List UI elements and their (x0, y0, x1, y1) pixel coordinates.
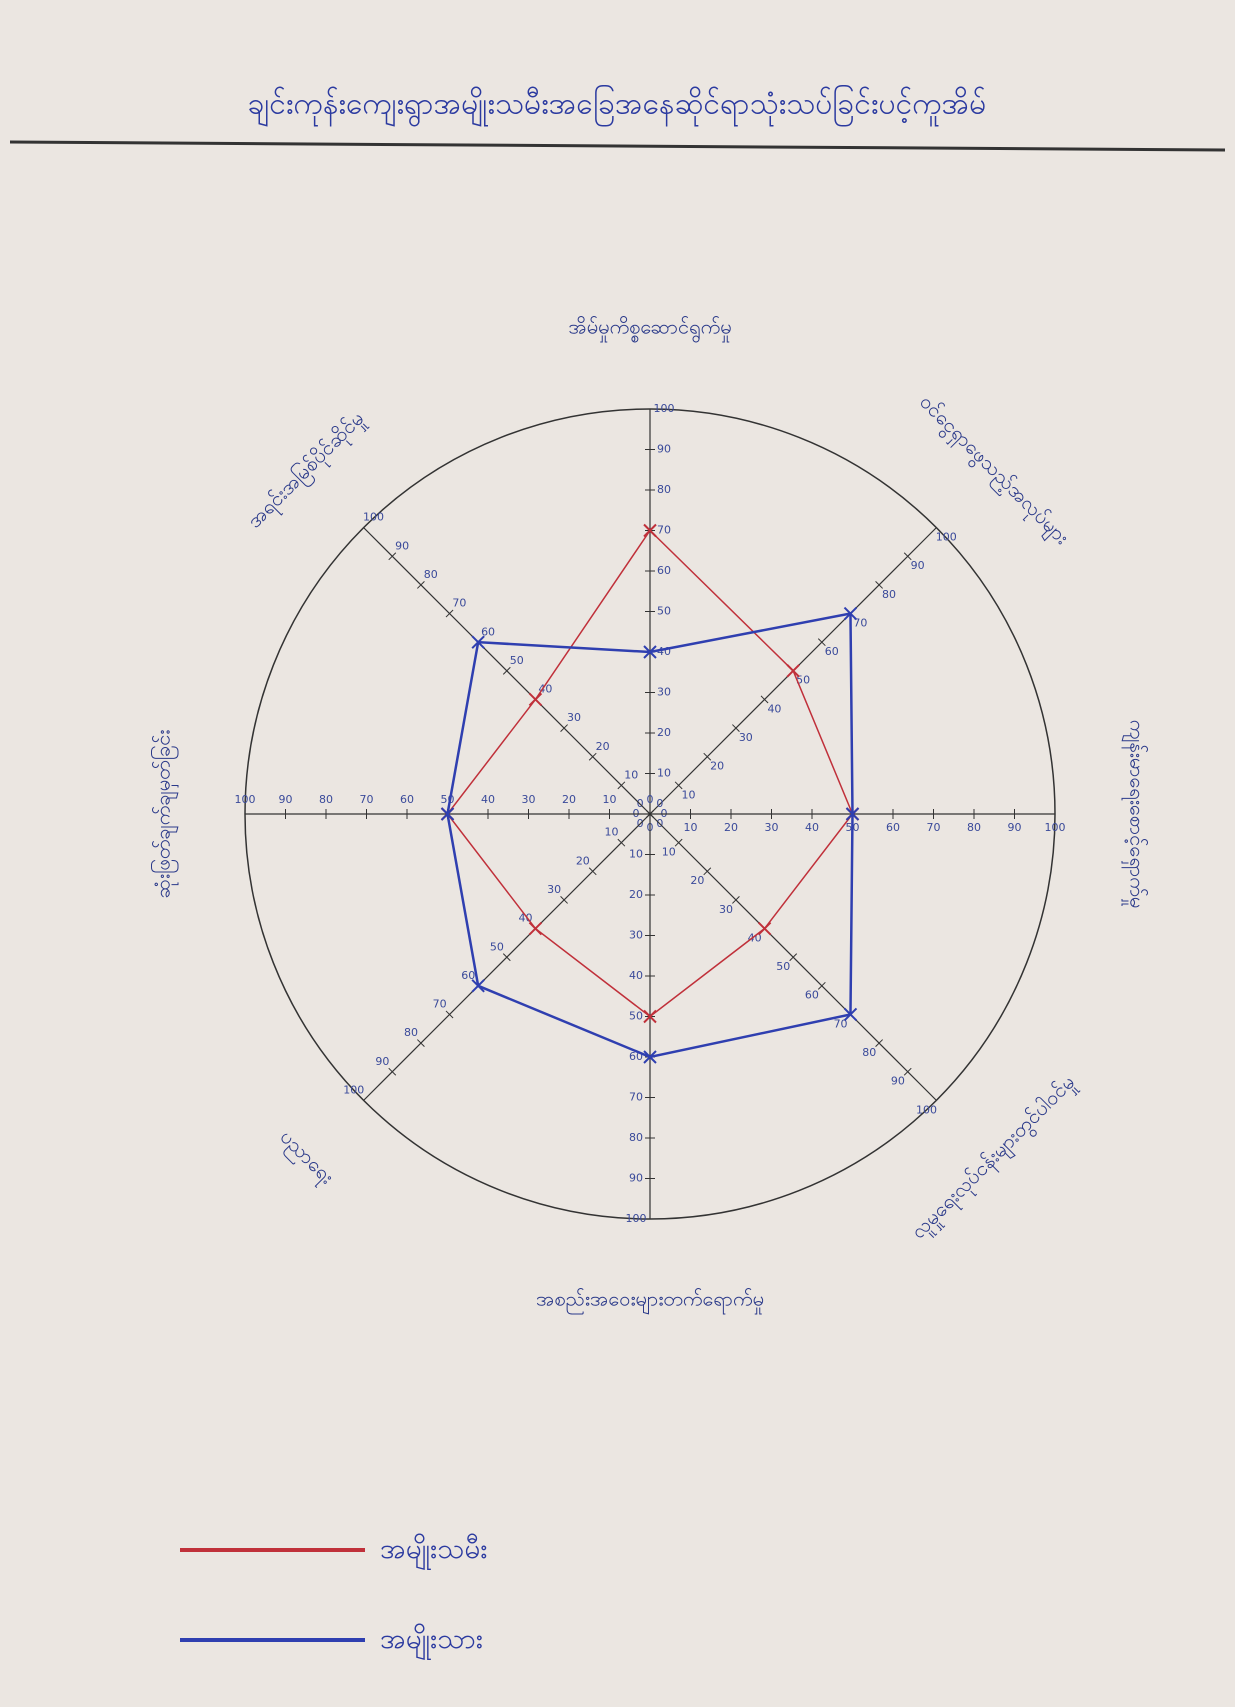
tick-label: 0 (656, 797, 663, 810)
tick-label: 30 (567, 711, 581, 724)
chart: ချင်းကုန်းကျေးရွာအမျိုးသမီးအခြေအနေဆိုင်ရ… (0, 0, 1235, 1707)
tick-label: 90 (657, 443, 671, 456)
tick-label: 100 (654, 402, 675, 415)
tick-label: 20 (710, 760, 724, 773)
axis-label: အစည်းအဝေးများတက်ရောက်မှု (536, 1287, 764, 1315)
tick-label: 60 (400, 793, 414, 806)
tick-label: 60 (825, 645, 839, 658)
tick-label: 10 (604, 826, 618, 839)
tick-label: 50 (490, 940, 504, 953)
axis-label: ဆုံးဖြတ်ချက်ချမှတ်ခြင်း (151, 730, 179, 899)
tick-label: 10 (657, 767, 671, 780)
tick-label: 80 (657, 483, 671, 496)
tick-label: 10 (682, 788, 696, 801)
tick-label: 0 (647, 793, 654, 806)
tick-label: 90 (891, 1075, 905, 1088)
tick-label: 30 (765, 821, 779, 834)
tick-label: 20 (562, 793, 576, 806)
tick-label: 20 (724, 821, 738, 834)
tick-label: 20 (690, 874, 704, 887)
tick-label: 50 (657, 605, 671, 618)
tick-label: 100 (916, 1103, 937, 1116)
tick-label: 40 (629, 969, 643, 982)
axis-label: ကျန်းမာရေးစောင့်ရှောက်မှု (1122, 720, 1150, 909)
tick-label: 80 (424, 568, 438, 581)
tick-label: 40 (481, 793, 495, 806)
tick-label: 30 (739, 731, 753, 744)
tick-label: 10 (603, 793, 617, 806)
tick-label: 100 (343, 1083, 364, 1096)
tick-label: 80 (404, 1026, 418, 1039)
tick-label: 80 (967, 821, 981, 834)
tick-label: 70 (927, 821, 941, 834)
axis-label: အိမ်မှုကိစ္စဆောင်ရွက်မှု (568, 315, 731, 343)
tick-label: 50 (629, 1010, 643, 1023)
tick-label: 40 (767, 702, 781, 715)
tick-label: 50 (441, 793, 455, 806)
tick-label: 90 (279, 793, 293, 806)
tick-label: 30 (522, 793, 536, 806)
tick-label: 60 (886, 821, 900, 834)
tick-label: 70 (629, 1091, 643, 1104)
tick-label: 80 (882, 588, 896, 601)
tick-label: 20 (576, 854, 590, 867)
chart-title: ချင်းကုန်းကျေးရွာအမျိုးသမီးအခြေအနေဆိုင်ရ… (248, 85, 987, 128)
tick-label: 90 (1008, 821, 1022, 834)
tick-label: 90 (629, 1172, 643, 1185)
tick-label: 90 (911, 559, 925, 572)
tick-label: 70 (452, 597, 466, 610)
tick-label: 40 (805, 821, 819, 834)
tick-label: 100 (936, 531, 957, 544)
tick-label: 10 (629, 848, 643, 861)
tick-label: 60 (657, 564, 671, 577)
tick-label: 20 (596, 740, 610, 753)
tick-label: 80 (319, 793, 333, 806)
tick-label: 80 (862, 1046, 876, 1059)
tick-label: 80 (629, 1131, 643, 1144)
tick-label: 100 (626, 1212, 647, 1225)
tick-label: 10 (624, 768, 638, 781)
tick-label: 50 (776, 960, 790, 973)
tick-label: 60 (805, 989, 819, 1002)
tick-label: 90 (395, 539, 409, 552)
tick-label: 30 (629, 929, 643, 942)
tick-label: 30 (547, 883, 561, 896)
tick-label: 20 (629, 888, 643, 901)
tick-label: 90 (375, 1055, 389, 1068)
tick-label: 100 (363, 511, 384, 524)
tick-label: 30 (719, 903, 733, 916)
tick-label: 70 (657, 524, 671, 537)
tick-label: 70 (360, 793, 374, 806)
tick-label: 30 (657, 686, 671, 699)
tick-label: 100 (1045, 821, 1066, 834)
tick-label: 10 (662, 846, 676, 859)
tick-label: 100 (235, 793, 256, 806)
tick-label: 70 (433, 998, 447, 1011)
tick-label: 50 (510, 654, 524, 667)
tick-label: 10 (684, 821, 698, 834)
tick-label: 20 (657, 726, 671, 739)
paper (0, 0, 1235, 1707)
